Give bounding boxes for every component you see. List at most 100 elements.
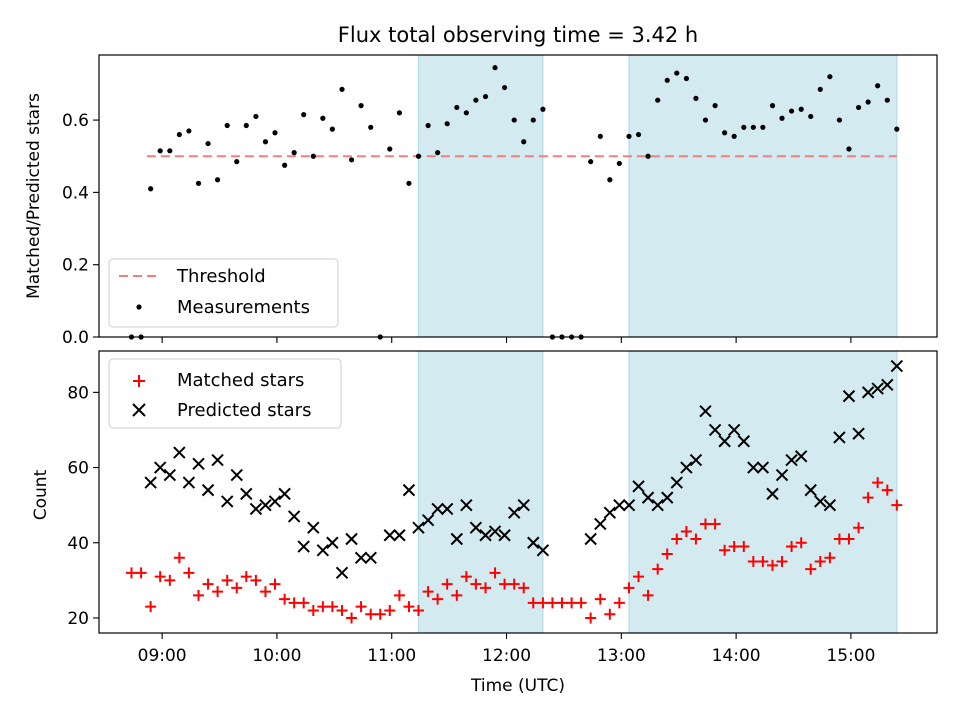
predicted-star-marker [488, 525, 502, 538]
top-y-ticks: 0.0 0.2 0.4 0.6 [62, 111, 99, 348]
measurement-point [722, 130, 728, 136]
predicted-star-marker [211, 453, 224, 467]
matched-star-marker [403, 601, 415, 613]
matched-star-marker [642, 589, 654, 601]
matched-star-marker [145, 601, 157, 613]
measurement-point [501, 84, 508, 91]
matched-star-marker [288, 597, 300, 609]
matched-star-marker [747, 556, 759, 568]
measurement-point [234, 159, 240, 165]
x-tick-label: 13:00 [597, 646, 646, 666]
predicted-star-marker [842, 389, 856, 403]
matched-star-marker [298, 597, 310, 609]
measurement-point [884, 97, 890, 103]
predicted-star-marker [632, 480, 645, 493]
top-y-tick-label: 0.2 [62, 256, 89, 276]
matched-star-marker [680, 525, 692, 537]
measurement-point [817, 86, 823, 92]
bottom-y-tick-label: 20 [67, 609, 89, 629]
x-axis-label: Time (UTC) [470, 676, 565, 696]
predicted-star-marker [622, 498, 636, 512]
matched-star-marker [805, 563, 817, 575]
matched-star-marker [326, 601, 338, 613]
measurement-point [157, 148, 163, 154]
predicted-star-marker [182, 476, 196, 489]
predicted-star-marker [259, 498, 272, 512]
predicted-star-marker [871, 382, 884, 395]
predicted-star-marker [144, 476, 157, 489]
predicted-star-marker [527, 536, 540, 549]
measurement-point [836, 117, 843, 123]
legend-matched-label: Matched stars [177, 370, 304, 391]
predicted-star-marker [153, 461, 167, 474]
matched-star-marker [164, 574, 176, 586]
measurement-point [205, 140, 211, 147]
legend-predicted-swatch [132, 403, 146, 417]
matched-star-marker [154, 571, 166, 583]
measurement-point [253, 113, 259, 120]
matched-star-marker [671, 533, 683, 545]
matched-star-marker [546, 597, 558, 609]
matched-star-marker [336, 604, 348, 616]
predicted-star-marker [412, 521, 425, 534]
measurement-point [463, 110, 469, 116]
measurement-point [291, 150, 297, 156]
predicted-star-marker [708, 423, 722, 437]
matched-star-marker [814, 556, 826, 568]
measurement-point [329, 126, 335, 132]
measurement-point [645, 153, 651, 159]
predicted-star-marker [833, 431, 846, 444]
measurement-point [855, 104, 862, 111]
measurement-point [779, 115, 785, 121]
matched-star-marker [575, 597, 587, 609]
predicted-star-marker [450, 532, 464, 546]
matched-star-marker [135, 567, 147, 579]
matched-star-marker [872, 477, 884, 489]
measurement-point [396, 110, 403, 116]
measurement-point [320, 115, 326, 121]
predicted-star-marker [268, 495, 282, 508]
matched-star-marker [661, 548, 673, 560]
predicted-star-marker [584, 532, 597, 546]
measurement-point [741, 124, 747, 130]
matched-star-marker [613, 597, 625, 609]
measurement-point [521, 139, 527, 145]
predicted-star-marker [249, 502, 263, 516]
bottom-shaded-intervals [417, 350, 898, 634]
matched-star-marker [240, 571, 252, 583]
measurement-point [358, 103, 364, 109]
measurement-point [176, 131, 182, 138]
matched-star-marker [231, 582, 243, 594]
matched-star-marker [594, 593, 606, 605]
matched-star-marker [824, 552, 836, 564]
bottom-shaded-interval-1 [417, 350, 544, 634]
predicted-star-marker [747, 461, 760, 474]
measurement-point [588, 159, 594, 165]
matched-star-marker [623, 582, 635, 594]
matched-star-marker [183, 567, 195, 579]
matched-star-marker [738, 541, 750, 553]
top-legend-box [108, 258, 339, 328]
measurement-point [282, 162, 288, 168]
predicted-star-marker [469, 521, 483, 534]
matched-star-marker [393, 589, 405, 601]
predicted-star-marker [641, 491, 655, 504]
measurement-point [607, 177, 613, 183]
measurement-point [425, 122, 431, 129]
predicted-star-marker [689, 453, 703, 467]
matched-star-marker [699, 518, 711, 530]
matched-star-marker [269, 578, 281, 590]
predicted-star-marker [890, 359, 904, 373]
bottom-y-tick-label: 60 [67, 459, 89, 479]
bottom-legend-box [108, 358, 342, 429]
predicted-star-marker [192, 457, 205, 471]
predicted-star-marker [431, 502, 444, 516]
matched-star-marker [422, 586, 434, 598]
measurement-point [731, 133, 737, 139]
matched-star-marker [709, 518, 721, 530]
matched-star-marker [633, 571, 645, 583]
predicted-star-marker [613, 498, 626, 512]
predicted-star-marker [517, 498, 530, 512]
measurement-point [760, 124, 766, 130]
bottom-y-tick-label: 40 [67, 534, 89, 554]
